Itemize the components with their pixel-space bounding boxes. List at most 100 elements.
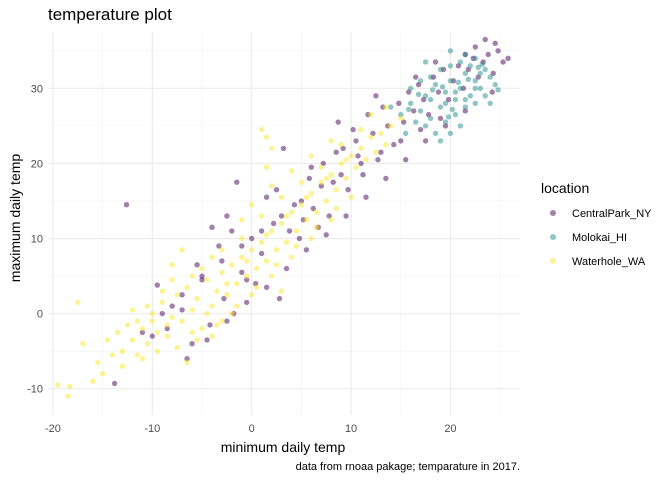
data-point [490,70,496,77]
data-point [323,175,329,182]
data-point [263,164,270,170]
data-point [427,115,434,122]
data-point [437,138,444,144]
data-point [273,247,280,253]
data-point [398,111,404,118]
data-point [452,111,459,118]
data-point [439,84,446,90]
data-point [139,356,146,362]
data-point [219,247,225,253]
data-point [249,202,255,208]
data-point [270,220,277,227]
data-point [383,104,389,110]
data-point [442,89,449,95]
data-point [489,89,495,95]
data-point [154,329,160,336]
data-point [472,55,478,61]
data-point [276,295,283,302]
data-point [355,153,361,159]
data-point [199,325,205,332]
legend-key [550,210,556,216]
data-point [174,344,180,351]
data-point [199,277,205,283]
data-point [472,78,478,84]
data-point [313,209,319,215]
data-point [422,138,429,144]
data-point [95,359,101,366]
data-point [129,307,136,313]
data-point [209,333,215,339]
data-point [413,74,419,80]
data-point [447,48,454,54]
data-point [457,85,464,92]
data-point [189,341,195,347]
data-point [333,205,339,212]
data-point [442,119,449,125]
data-point [432,59,439,65]
data-point [323,198,329,204]
data-point [263,232,270,238]
data-point [278,213,285,219]
data-point [288,254,295,260]
y-tick-label: -10 [27,384,43,396]
data-point [224,280,230,287]
data-point [159,288,165,294]
data-point [413,119,419,125]
data-point [164,333,170,339]
data-point [378,149,384,155]
data-point [358,145,364,152]
data-point [375,157,381,163]
data-point [343,157,349,163]
data-point [303,217,310,223]
data-point [159,310,165,317]
data-point [268,183,275,189]
data-point [422,59,429,65]
data-point [328,172,334,178]
data-point [437,115,444,122]
x-tick-label: 20 [444,423,456,435]
data-point [278,220,285,227]
data-point [249,235,255,242]
data-point [363,157,369,163]
data-point [401,119,407,125]
data-point [406,106,412,113]
data-point [214,322,220,328]
data-point [467,93,473,99]
data-point [239,254,245,260]
data-point [139,325,146,332]
data-point [432,81,439,88]
data-point [429,87,436,93]
data-point [462,70,468,77]
data-point [403,157,409,163]
data-point [363,194,369,200]
data-point [184,356,190,362]
data-point [263,134,270,140]
data-point [422,93,429,99]
data-point [75,299,81,306]
data-point [283,239,290,245]
data-point [134,318,141,324]
x-axis-ticks: -20 -10 0 10 20 [45,423,457,435]
data-point [335,119,341,125]
data-point [199,273,205,279]
data-point [308,190,314,197]
data-point [149,333,155,339]
data-point [174,292,180,298]
data-point [437,66,444,73]
data-point [280,145,287,152]
data-point [123,202,130,208]
data-point [492,81,498,88]
data-point [445,96,452,103]
data-point [432,130,439,137]
data-point [124,322,131,328]
data-point [169,277,175,283]
data-point [209,254,215,260]
data-point [353,164,359,170]
data-point [179,247,185,253]
data-point [482,66,488,73]
data-point [373,93,379,99]
data-point [358,160,364,167]
y-tick-label: 30 [31,83,43,95]
data-point [415,91,422,98]
data-point [447,130,454,137]
